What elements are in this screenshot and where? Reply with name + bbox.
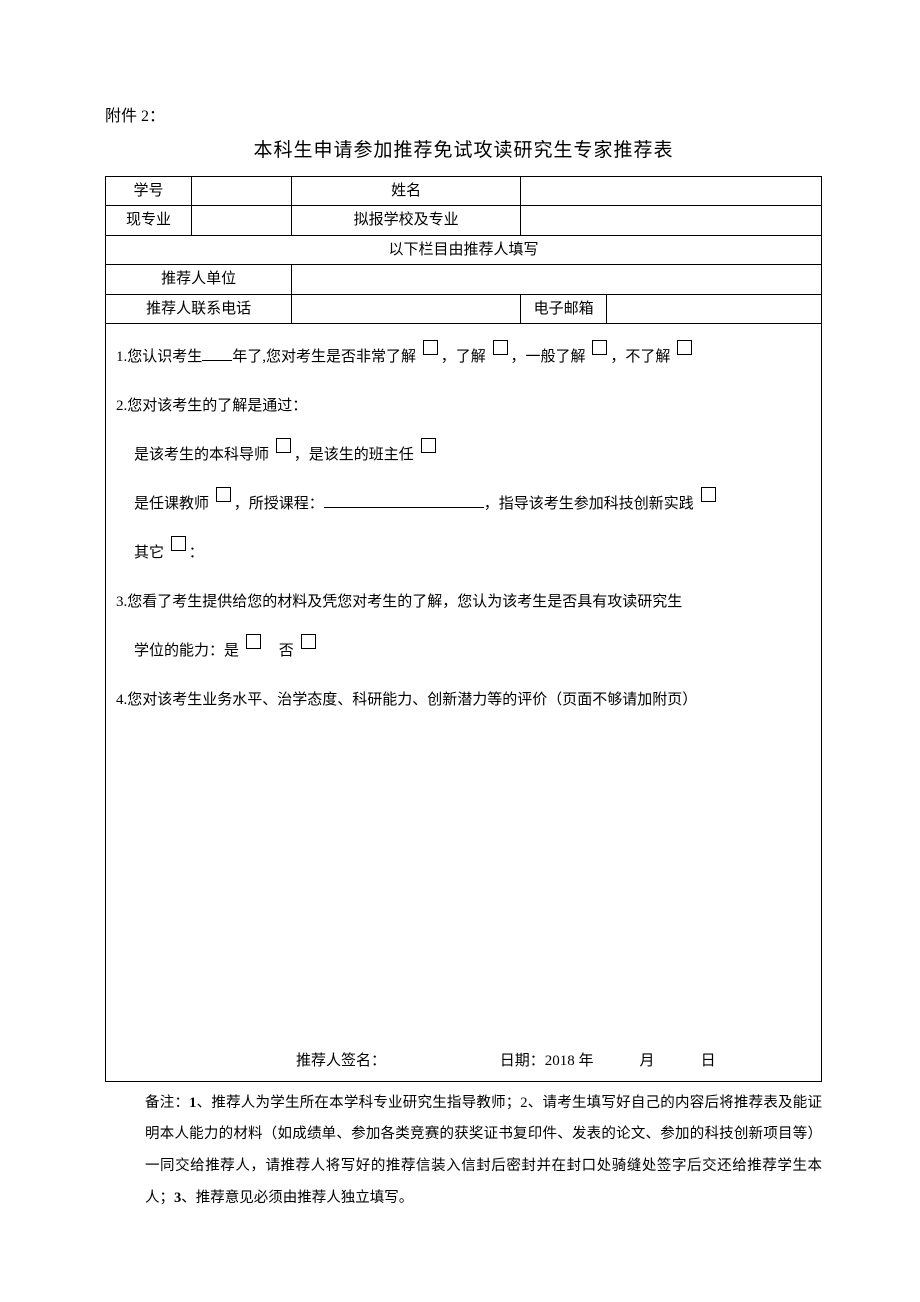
signature-month-label: 月 — [640, 1053, 655, 1069]
footnote: 备注：1、推荐人为学生所在本学科专业研究生指导教师；2、请考生填写好自己的内容后… — [145, 1088, 822, 1216]
q2-lead: 2.您对该考生的了解是通过： — [116, 387, 811, 426]
document-title: 本科生申请参加推荐免试攻读研究生专家推荐表 — [105, 137, 822, 166]
field-current-major[interactable] — [191, 206, 291, 236]
checkbox-class-teacher[interactable] — [421, 438, 436, 453]
row-student-id-name: 学号 姓名 — [106, 176, 822, 206]
q2-line4: 其它 ： — [116, 534, 811, 573]
checkbox-innovation-practice[interactable] — [701, 487, 716, 502]
field-student-id[interactable] — [191, 176, 291, 206]
signature-name-label: 推荐人签名： — [296, 1053, 386, 1069]
row-section-header: 以下栏目由推荐人填写 — [106, 235, 822, 265]
footnote-lead: 备注： — [145, 1095, 189, 1111]
label-name: 姓名 — [292, 176, 521, 206]
field-recommender-unit[interactable] — [292, 265, 822, 295]
field-recommender-phone[interactable] — [292, 294, 521, 324]
q4-text: 4.您对该考生业务水平、治学态度、科研能力、创新潜力等的评价（页面不够请加附页） — [116, 681, 811, 720]
checkbox-other[interactable] — [171, 536, 186, 551]
recommendation-form-table: 学号 姓名 现专业 拟报学校及专业 以下栏目由推荐人填写 推荐人单位 推荐人联系… — [105, 176, 822, 1082]
q1-mid: 年了,您对考生是否非常了解 — [232, 349, 416, 365]
q2-other-text: 其它 — [134, 545, 164, 561]
q2-course-blank[interactable] — [324, 493, 484, 508]
signature-day-label: 日 — [701, 1053, 716, 1069]
row-recommender-unit: 推荐人单位 — [106, 265, 822, 295]
field-name[interactable] — [521, 176, 822, 206]
q2-course-label: ，所授课程： — [234, 496, 324, 512]
signature-line: 推荐人签名： 日期：2018 年 月 日 — [116, 1050, 811, 1073]
label-student-id: 学号 — [106, 176, 192, 206]
label-recommender-unit: 推荐人单位 — [106, 265, 292, 295]
q1-line: 1.您认识考生 年了,您对考生是否非常了解 ，了解 ，一般了解 ，不了解 — [116, 338, 811, 377]
q1-opt2: ，了解 — [441, 349, 486, 365]
q2-innovation-text: ，指导该考生参加科技创新实践 — [484, 496, 694, 512]
label-current-major: 现专业 — [106, 206, 192, 236]
q3-line2: 学位的能力：是 否 — [116, 632, 811, 671]
q3-lead: 3.您看了考生提供给您的材料及凭您对考生的了解，您认为该考生是否具有攻读研究生 — [116, 583, 811, 622]
field-recommender-email[interactable] — [607, 294, 822, 324]
q2-undergrad-advisor-text: 是该考生的本科导师 — [134, 447, 269, 463]
checkbox-ability-yes[interactable] — [246, 634, 261, 649]
q2-line2: 是该考生的本科导师 ，是该生的班主任 — [116, 436, 811, 475]
row-questionnaire: 1.您认识考生 年了,您对考生是否非常了解 ，了解 ，一般了解 ，不了解 2.您对… — [106, 324, 822, 1082]
q2-course-teacher-text: 是任课教师 — [134, 496, 209, 512]
row-major: 现专业 拟报学校及专业 — [106, 206, 822, 236]
q1-opt4: ，不了解 — [610, 349, 670, 365]
checkbox-understand[interactable] — [493, 340, 508, 355]
attachment-label: 附件 2： — [105, 105, 822, 129]
q2-class-teacher-text: ，是该生的班主任 — [294, 447, 414, 463]
field-target-school-major[interactable] — [521, 206, 822, 236]
label-recommender-phone: 推荐人联系电话 — [106, 294, 292, 324]
checkbox-course-teacher[interactable] — [216, 487, 231, 502]
row-recommender-contact: 推荐人联系电话 电子邮箱 — [106, 294, 822, 324]
checkbox-undergrad-advisor[interactable] — [276, 438, 291, 453]
label-target-school-major: 拟报学校及专业 — [292, 206, 521, 236]
section-header-recommender: 以下栏目由推荐人填写 — [106, 235, 822, 265]
checkbox-ability-no[interactable] — [301, 634, 316, 649]
signature-date-label: 日期： — [500, 1053, 545, 1069]
checkbox-not-understand[interactable] — [677, 340, 692, 355]
signature-year: 2018 年 — [545, 1053, 594, 1069]
q1-years-blank[interactable] — [202, 346, 232, 361]
q1-opt3: ，一般了解 — [511, 349, 586, 365]
q2-line3: 是任课教师 ，所授课程： ，指导该考生参加科技创新实践 — [116, 485, 811, 524]
label-recommender-email: 电子邮箱 — [521, 294, 607, 324]
checkbox-very-understand[interactable] — [423, 340, 438, 355]
q3-ability-yes-text: 学位的能力：是 — [134, 643, 239, 659]
evaluation-writing-area[interactable] — [116, 730, 811, 1050]
checkbox-general-understand[interactable] — [592, 340, 607, 355]
footnote-body-3: 、推荐意见必须由推荐人独立填写。 — [181, 1190, 413, 1206]
q3-ability-no-text: 否 — [279, 643, 294, 659]
q2-other-colon: ： — [189, 545, 204, 561]
q1-prefix: 1.您认识考生 — [116, 349, 202, 365]
questionnaire-cell: 1.您认识考生 年了,您对考生是否非常了解 ，了解 ，一般了解 ，不了解 2.您对… — [106, 324, 822, 1082]
